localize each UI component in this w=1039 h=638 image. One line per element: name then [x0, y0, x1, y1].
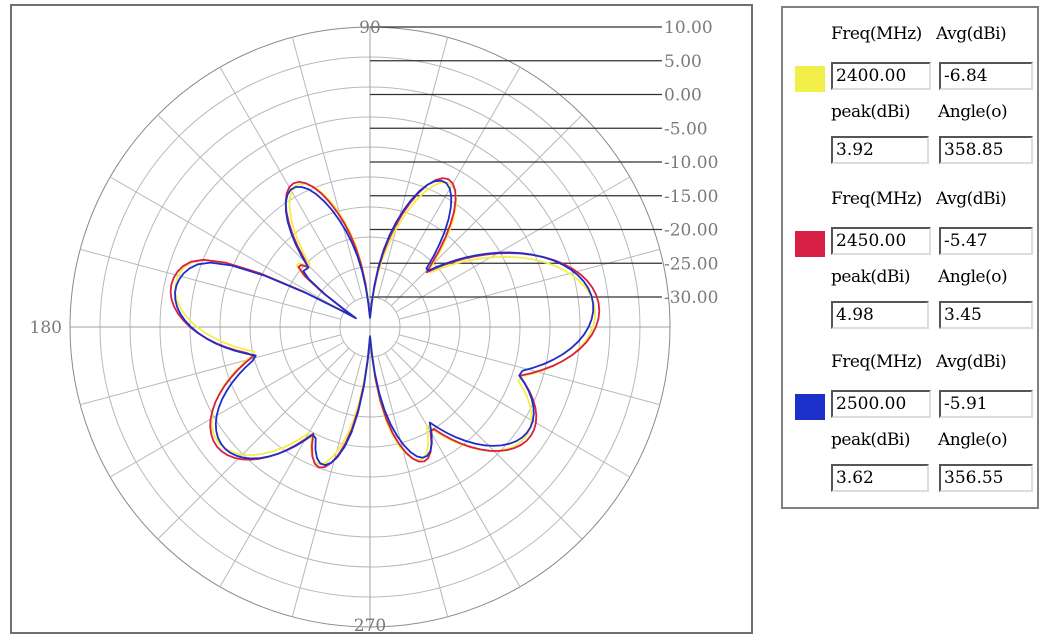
legend-group-1: Freq(MHz) Avg(dBi) 2400.00 -6.84 peak(dB… — [783, 18, 1037, 178]
avg-header: Avg(dBi) — [936, 352, 1007, 372]
radial-tick-label: 0.00 — [664, 86, 702, 106]
grid-spoke — [390, 347, 583, 540]
peak-field: 4.98 — [831, 301, 929, 329]
legend-group-2: Freq(MHz) Avg(dBi) 2450.00 -5.47 peak(dB… — [783, 183, 1037, 343]
series-swatch-yellow — [795, 66, 825, 92]
avg-field: -5.47 — [939, 227, 1033, 255]
grid-spoke — [395, 176, 631, 313]
series-swatch-blue — [795, 394, 825, 420]
legend-group-3: Freq(MHz) Avg(dBi) 2500.00 -5.91 peak(dB… — [783, 346, 1037, 506]
legend-panel: Freq(MHz) Avg(dBi) 2400.00 -6.84 peak(dB… — [781, 6, 1039, 509]
polar-plot-frame: 10.00 5.00 0.00 -5.00 -10.00 -15.00 -20.00 -25.… — [10, 4, 753, 634]
freq-header: Freq(MHz) — [831, 352, 922, 372]
grid-spoke — [80, 248, 342, 320]
avg-field: -6.84 — [939, 62, 1033, 90]
grid-spoke — [157, 347, 350, 540]
angle-label: 270 — [354, 616, 386, 632]
angle-label: 180 — [30, 318, 62, 338]
radial-tick-label: -20.00 — [664, 221, 718, 241]
grid-spoke — [395, 341, 631, 478]
freq-header: Freq(MHz) — [831, 189, 922, 209]
grid-spoke — [291, 355, 363, 617]
angle-field: 356.55 — [939, 464, 1033, 492]
pattern-trace-series — [174, 179, 595, 466]
avg-header: Avg(dBi) — [936, 189, 1007, 209]
freq-field: 2400.00 — [831, 62, 931, 90]
angle-header: Angle(o) — [938, 267, 1008, 287]
pattern-trace-series — [174, 181, 596, 466]
freq-header: Freq(MHz) — [831, 24, 922, 44]
grid-spoke — [398, 248, 660, 320]
radial-tick-label: -5.00 — [664, 119, 708, 139]
angle-field: 358.85 — [939, 136, 1033, 164]
grid-spoke — [157, 114, 350, 307]
grid-spoke — [109, 176, 345, 313]
grid-spoke — [109, 341, 345, 478]
avg-header: Avg(dBi) — [936, 24, 1007, 44]
peak-header: peak(dBi) — [831, 102, 910, 122]
peak-field: 3.62 — [831, 464, 929, 492]
peak-field: 3.92 — [831, 136, 929, 164]
avg-field: -5.91 — [939, 390, 1033, 418]
grid-spoke — [219, 66, 356, 302]
angle-label: 90 — [359, 18, 381, 38]
angle-header: Angle(o) — [938, 102, 1008, 122]
radial-tick-label: -15.00 — [664, 187, 718, 207]
series-swatch-red — [795, 231, 825, 257]
angle-field: 3.45 — [939, 301, 1033, 329]
radial-tick-label: -25.00 — [664, 254, 718, 274]
angle-header: Angle(o) — [938, 430, 1008, 450]
peak-header: peak(dBi) — [831, 430, 910, 450]
grid-spoke — [377, 355, 449, 617]
freq-field: 2450.00 — [831, 227, 931, 255]
grid-spoke — [384, 352, 521, 588]
radial-tick-label: 10.00 — [664, 18, 713, 38]
grid-spoke — [291, 37, 363, 299]
pattern-trace-series — [169, 177, 601, 469]
grid-spoke — [377, 37, 449, 299]
grid-spoke — [390, 114, 583, 307]
polar-plot: 10.00 5.00 0.00 -5.00 -10.00 -15.00 -20.00 -25.… — [30, 18, 719, 632]
radial-tick-label: 5.00 — [664, 52, 702, 72]
freq-field: 2500.00 — [831, 390, 931, 418]
grid-spoke — [219, 352, 356, 588]
peak-header: peak(dBi) — [831, 267, 910, 287]
radial-tick-label: -10.00 — [664, 153, 718, 173]
grid-spoke — [80, 334, 342, 406]
radial-tick-label: -30.00 — [664, 288, 718, 308]
